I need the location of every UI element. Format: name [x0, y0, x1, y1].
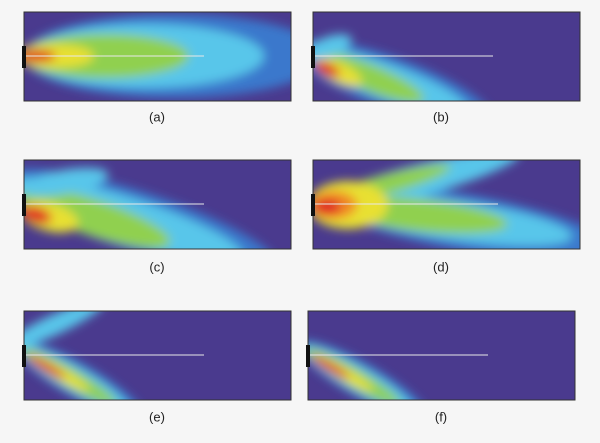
panel-label: (d) — [433, 259, 449, 274]
panel-label: (a) — [149, 109, 165, 124]
inlet — [22, 345, 26, 367]
panel — [22, 11, 292, 102]
panel — [311, 11, 581, 102]
heatmap — [24, 311, 291, 400]
panel-label: (b) — [433, 109, 449, 124]
panel-label: (c) — [149, 259, 164, 274]
plume-layer — [314, 60, 340, 78]
panel — [311, 159, 581, 250]
inlet — [311, 194, 315, 216]
plume — [24, 311, 145, 400]
panel — [22, 159, 292, 250]
inlet — [306, 345, 310, 367]
plume-layer — [24, 311, 105, 350]
plume-layer — [313, 34, 352, 60]
plume-layer — [24, 206, 52, 224]
plume-layer — [24, 167, 109, 197]
plume — [313, 160, 580, 249]
panel — [22, 310, 292, 401]
plume-layer — [26, 355, 66, 379]
inlet — [22, 194, 26, 216]
panel-label: (e) — [149, 409, 165, 424]
heatmap — [313, 160, 580, 249]
plume — [308, 340, 429, 400]
panel — [306, 310, 576, 401]
panel-label: (f) — [435, 409, 447, 424]
plume — [313, 34, 493, 101]
plume-layer — [24, 187, 171, 249]
inlet — [22, 46, 26, 68]
inlet — [311, 46, 315, 68]
plume-layer — [313, 199, 341, 215]
plume-layer — [310, 355, 350, 379]
